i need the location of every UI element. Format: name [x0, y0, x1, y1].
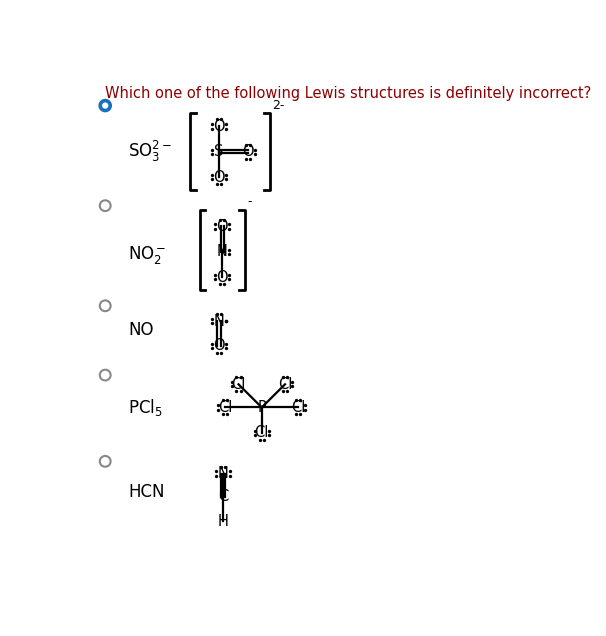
Text: C: C [218, 489, 228, 504]
Circle shape [100, 100, 111, 111]
Text: O: O [216, 219, 228, 234]
Text: N: N [214, 314, 225, 329]
Text: O: O [242, 144, 254, 159]
Text: Cl: Cl [231, 377, 245, 392]
Text: NO: NO [128, 321, 154, 340]
Text: N: N [218, 466, 228, 481]
Text: S: S [215, 144, 224, 159]
Circle shape [103, 103, 108, 108]
Text: SO$_3^{2-}$: SO$_3^{2-}$ [128, 139, 173, 164]
Text: O: O [216, 270, 228, 285]
Text: 2-: 2- [272, 99, 284, 112]
Text: Cl: Cl [255, 425, 269, 440]
Text: Cl: Cl [278, 377, 292, 392]
Text: O: O [213, 338, 225, 354]
Text: Cl: Cl [218, 400, 233, 415]
Text: -: - [247, 195, 251, 208]
Text: H: H [218, 514, 228, 529]
Text: O: O [213, 170, 225, 184]
Text: P: P [258, 400, 266, 415]
Text: Which one of the following Lewis structures is definitely incorrect?: Which one of the following Lewis structu… [105, 86, 591, 101]
Text: Cl: Cl [291, 400, 305, 415]
Text: PCl$_5$: PCl$_5$ [128, 397, 163, 418]
Text: O: O [213, 119, 225, 134]
Text: NO$_2^-$: NO$_2^-$ [128, 244, 167, 266]
Text: HCN: HCN [128, 483, 165, 501]
Text: N: N [217, 244, 228, 259]
